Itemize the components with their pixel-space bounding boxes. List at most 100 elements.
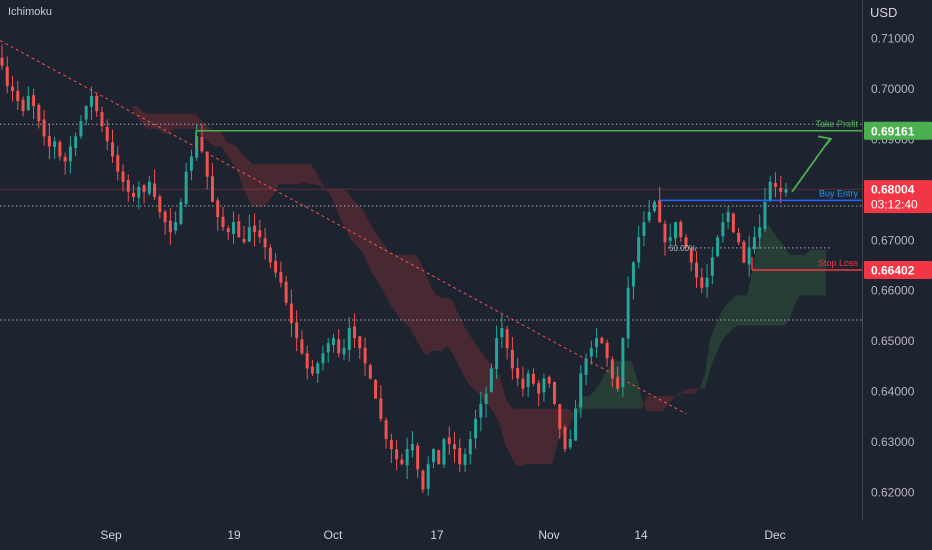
candle-body (242, 238, 246, 243)
candle-body (642, 222, 646, 236)
cloud-segment (126, 101, 132, 107)
cloud-segment (478, 348, 484, 402)
candle-body (110, 142, 114, 157)
cloud-segment (178, 113, 185, 129)
time-axis: Sep 19 Oct 17 Nov 14 Dec (100, 528, 785, 542)
cloud-segment (583, 396, 590, 409)
cloud-segment (362, 209, 369, 265)
candle-body (100, 112, 104, 127)
cloud-segment (447, 297, 453, 354)
cloud-segment (804, 249, 811, 296)
candle-body (426, 464, 430, 489)
cloud-segment (184, 113, 190, 129)
cloud-segment (336, 189, 342, 223)
cloud-segment (794, 254, 800, 306)
candle-body (758, 227, 762, 238)
cloud-segment (494, 368, 500, 424)
candle-body (363, 347, 367, 364)
cloud-segment (389, 252, 395, 311)
cloud-segment (720, 305, 727, 344)
candle-body (616, 377, 620, 389)
cloud-segment (699, 373, 705, 389)
cloud-segment (352, 199, 358, 248)
candle-body (132, 192, 136, 197)
price-tick-label: 0.63000 (871, 435, 915, 449)
candle-body (74, 136, 78, 149)
candle-body (453, 444, 457, 450)
cloud-segment (431, 287, 437, 351)
candle-body (489, 368, 493, 392)
candle-body (126, 179, 130, 192)
candle-body (0, 57, 4, 66)
candle-body (121, 171, 125, 182)
candle-body (89, 96, 93, 107)
trade-overlays: Take Profit Buy Entry Stop Loss 50.00% (0, 40, 862, 415)
cloud-segment (815, 249, 821, 296)
cloud-segment (726, 300, 732, 336)
candle-body (353, 326, 357, 339)
candle-body (316, 363, 320, 374)
candle-body (53, 141, 57, 147)
candle-body (84, 106, 88, 120)
cloud-segment (99, 83, 106, 89)
candle-body (300, 339, 304, 354)
cloud-segment (594, 383, 600, 409)
candle-body (274, 260, 278, 273)
candle-body (321, 353, 325, 364)
candle-body (284, 281, 288, 303)
cloud-segment (199, 118, 206, 139)
cloud-segment (89, 75, 95, 79)
cloud-segment (378, 237, 385, 293)
candle-body (79, 121, 83, 137)
candle-body (726, 212, 730, 222)
cloud-segment (710, 325, 716, 369)
cloud-segment (783, 244, 790, 326)
price-tick-label: 0.71000 (871, 32, 915, 46)
cloud-segment (236, 146, 242, 185)
candle-body (510, 349, 514, 369)
candle-body (505, 329, 509, 349)
cloud-segment (357, 204, 363, 253)
indicator-label[interactable]: Ichimoku (8, 6, 53, 18)
cloud-segment (683, 388, 690, 394)
cloud-segment (289, 164, 295, 185)
candle-body (458, 447, 462, 465)
cloud-segment (757, 232, 763, 326)
candle-body (42, 119, 46, 137)
candle-body (295, 322, 299, 339)
candle-body (21, 99, 25, 112)
price-tick-label: 0.62000 (871, 486, 915, 500)
candle-body (337, 339, 341, 354)
candle-body (674, 222, 678, 239)
candle-body (174, 222, 178, 231)
candle-body (773, 183, 777, 187)
cloud-segment (226, 141, 232, 162)
cloud-segment (368, 219, 374, 276)
cloud-segment (678, 391, 684, 397)
candle-body (184, 171, 188, 204)
candle-body (331, 338, 335, 346)
candle-body (721, 222, 725, 237)
dotted-levels (0, 123, 862, 321)
cloud-segment (468, 333, 474, 389)
cloud-segment (215, 131, 221, 147)
candle-body (768, 181, 772, 202)
candle-body (32, 95, 36, 107)
candle-body (658, 200, 662, 223)
cloud-segment (741, 295, 748, 326)
cloud-segment (294, 164, 300, 185)
candle-body (668, 237, 672, 241)
candle-body (437, 449, 441, 465)
candle-body (47, 136, 51, 147)
candle-body (58, 142, 62, 157)
candle-body (179, 201, 183, 225)
candle-body (247, 227, 251, 242)
cloud-segment (541, 408, 548, 465)
cloud-segment (147, 113, 153, 129)
candle-body (521, 378, 525, 389)
cloud-segment (410, 254, 416, 339)
cloud-segment (205, 123, 211, 144)
candle-body (189, 156, 193, 171)
